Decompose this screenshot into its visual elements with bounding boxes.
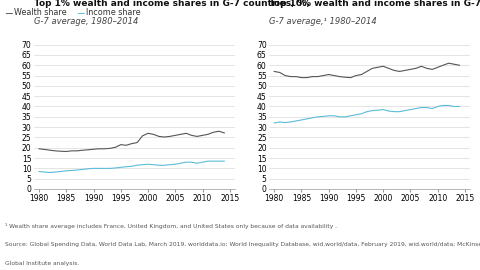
Text: Source: Global Spending Data, World Data Lab, March 2019, worlddata.io; World In: Source: Global Spending Data, World Data… bbox=[5, 242, 480, 247]
Text: G-7 average, 1980–2014: G-7 average, 1980–2014 bbox=[34, 17, 138, 26]
Text: Top 10% wealth and income shares in G-7 countries, %: Top 10% wealth and income shares in G-7 … bbox=[269, 0, 480, 8]
Text: ¹ Wealth share average includes France, United Kingdom, and United States only b: ¹ Wealth share average includes France, … bbox=[5, 223, 337, 229]
Text: Income share: Income share bbox=[86, 8, 141, 17]
Text: G-7 average,¹ 1980–2014: G-7 average,¹ 1980–2014 bbox=[269, 17, 376, 26]
Text: Global Institute analysis.: Global Institute analysis. bbox=[5, 261, 79, 266]
Text: Wealth share: Wealth share bbox=[14, 8, 67, 17]
Text: ─: ─ bbox=[77, 8, 84, 18]
Text: Top 1% wealth and income shares in G-7 countries, %,: Top 1% wealth and income shares in G-7 c… bbox=[34, 0, 310, 8]
Text: ─: ─ bbox=[5, 8, 12, 18]
